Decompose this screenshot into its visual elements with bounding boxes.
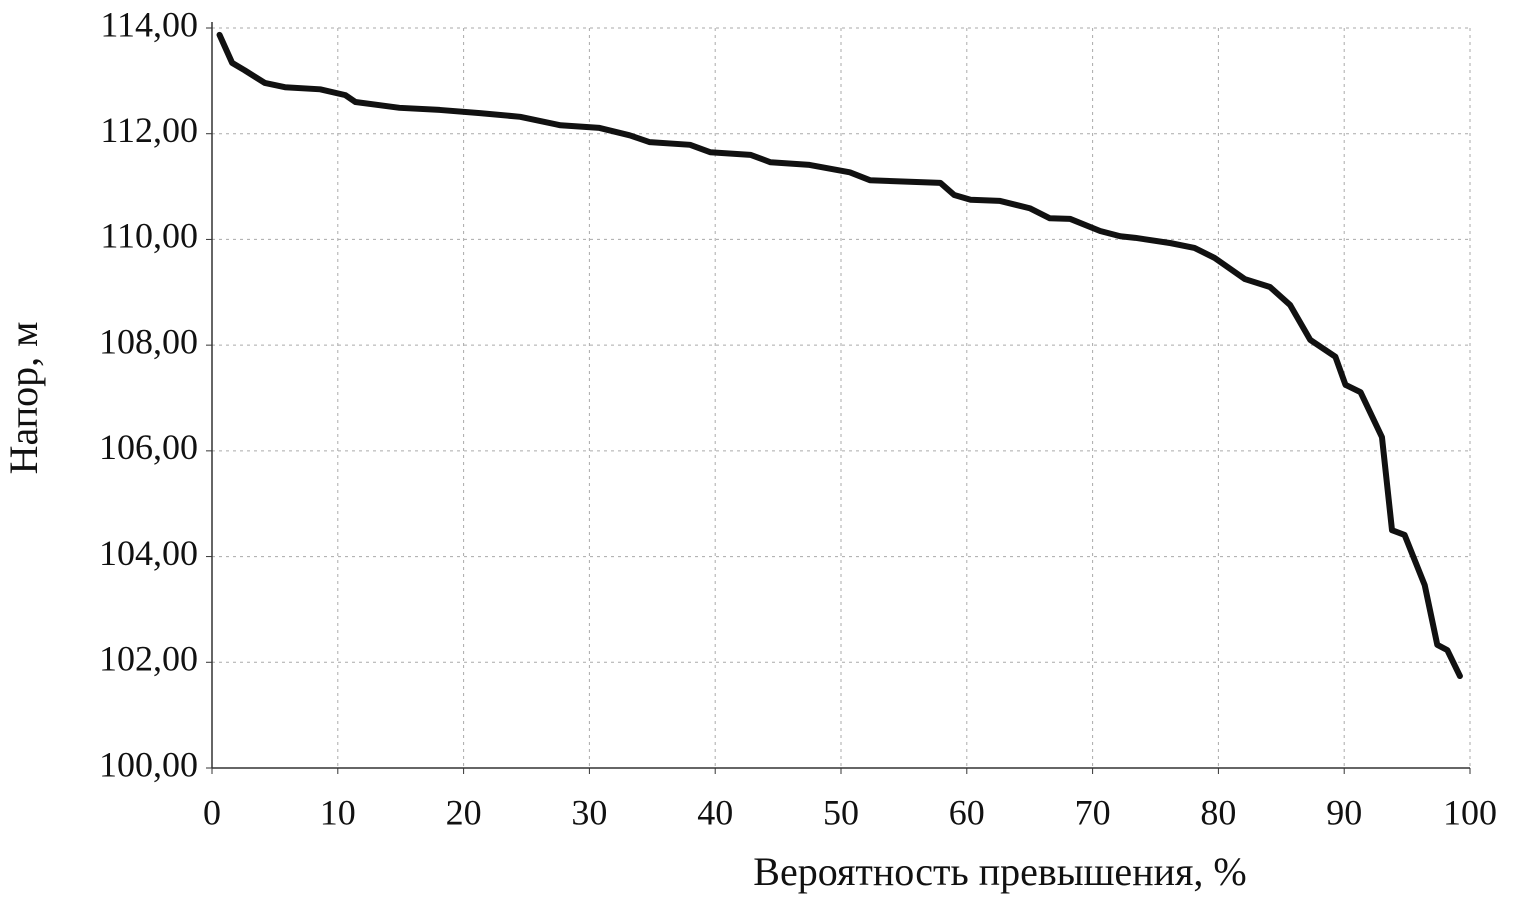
x-tick-label: 90	[1326, 792, 1362, 832]
y-tick-label: 112,00	[100, 110, 198, 150]
y-axis-label: Напор, м	[1, 322, 46, 475]
x-tick-label: 30	[571, 792, 607, 832]
y-tick-label: 104,00	[99, 533, 198, 573]
x-tick-label: 0	[203, 792, 221, 832]
x-tick-label: 100	[1443, 792, 1497, 832]
y-tick-label: 108,00	[99, 321, 198, 361]
data-line	[216, 31, 1463, 680]
x-tick-label: 40	[697, 792, 733, 832]
x-axis-label: Вероятность превышения, %	[753, 849, 1246, 894]
x-tick-label: 80	[1200, 792, 1236, 832]
x-tick-label: 10	[320, 792, 356, 832]
x-tick-label: 20	[446, 792, 482, 832]
y-tick-label: 100,00	[99, 744, 198, 784]
y-tick-label: 102,00	[99, 639, 198, 679]
y-tick-label: 110,00	[100, 216, 198, 256]
x-tick-label: 60	[949, 792, 985, 832]
y-tick-label: 114,00	[100, 4, 198, 44]
y-tick-label: 106,00	[99, 427, 198, 467]
x-tick-label: 70	[1075, 792, 1111, 832]
x-tick-label: 50	[823, 792, 859, 832]
